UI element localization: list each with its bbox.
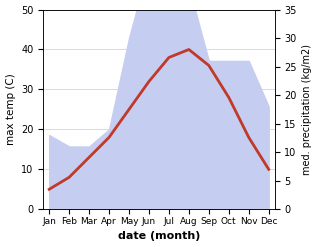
- X-axis label: date (month): date (month): [118, 231, 200, 242]
- Y-axis label: med. precipitation (kg/m2): med. precipitation (kg/m2): [302, 44, 313, 175]
- Y-axis label: max temp (C): max temp (C): [5, 74, 16, 145]
